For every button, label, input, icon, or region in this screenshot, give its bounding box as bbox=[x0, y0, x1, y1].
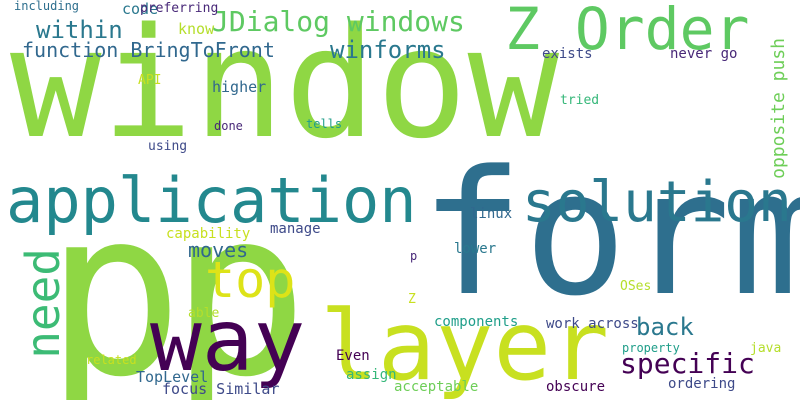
word-p-1: p bbox=[45, 161, 184, 400]
word-jdialog-windows: JDialog windows bbox=[212, 5, 465, 38]
word-tells: tells bbox=[306, 117, 343, 131]
word-within: within bbox=[36, 16, 123, 44]
word-z-order: Z Order bbox=[505, 0, 750, 63]
word-property: property bbox=[622, 341, 680, 355]
word-api: API bbox=[138, 73, 162, 88]
word-ordering: ordering bbox=[668, 376, 736, 392]
word-moves: moves bbox=[188, 238, 249, 262]
word-never-go: never go bbox=[670, 46, 738, 62]
word-solution: solution bbox=[522, 170, 792, 235]
word-oses: OSes bbox=[620, 279, 652, 294]
word-form: form bbox=[420, 133, 800, 334]
word-layer: layer bbox=[320, 290, 609, 400]
word-using: using bbox=[148, 139, 188, 154]
word-work-across: work across bbox=[546, 316, 639, 332]
word-p-2: p bbox=[170, 161, 309, 400]
word-capability: capability bbox=[166, 226, 251, 242]
word-obscure: obscure bbox=[546, 379, 606, 395]
word-know: know bbox=[178, 20, 215, 38]
word-acceptable: acceptable bbox=[394, 379, 479, 395]
word-function-bringtofront: function BringToFront bbox=[22, 38, 275, 62]
word-tried: tried bbox=[560, 93, 600, 108]
word-focus-similar: focus Similar bbox=[162, 380, 280, 398]
word-components: components bbox=[434, 314, 519, 330]
word-even: Even bbox=[336, 348, 370, 364]
word-toplevel: TopLevel bbox=[136, 368, 209, 386]
word-application: application bbox=[6, 164, 417, 237]
word-assign: assign bbox=[346, 367, 397, 383]
word-exists: exists bbox=[542, 46, 593, 62]
word-higher: higher bbox=[212, 78, 267, 96]
word-window: window bbox=[10, 0, 560, 172]
word-able: able bbox=[188, 306, 220, 321]
word-need: need bbox=[16, 248, 70, 359]
word-opposite-push: opposite push bbox=[768, 38, 789, 179]
word-done: done bbox=[214, 119, 243, 133]
word-winforms: winforms bbox=[330, 36, 446, 64]
word-java: java bbox=[750, 341, 782, 356]
word-preferring: preferring bbox=[140, 1, 219, 16]
word-code: code bbox=[122, 0, 159, 18]
word-lower: lower bbox=[454, 241, 497, 257]
word-including: including bbox=[14, 0, 80, 13]
word-way: way bbox=[150, 291, 306, 391]
word-manage: manage bbox=[270, 221, 321, 237]
word-z-small: Z bbox=[408, 292, 416, 307]
word-back: back bbox=[636, 313, 694, 341]
word-related: related bbox=[86, 353, 137, 367]
word-p-small: p bbox=[410, 249, 418, 263]
word-top: top bbox=[205, 251, 296, 309]
word-specific: specific bbox=[620, 347, 755, 380]
word-linux: linux bbox=[470, 206, 513, 222]
